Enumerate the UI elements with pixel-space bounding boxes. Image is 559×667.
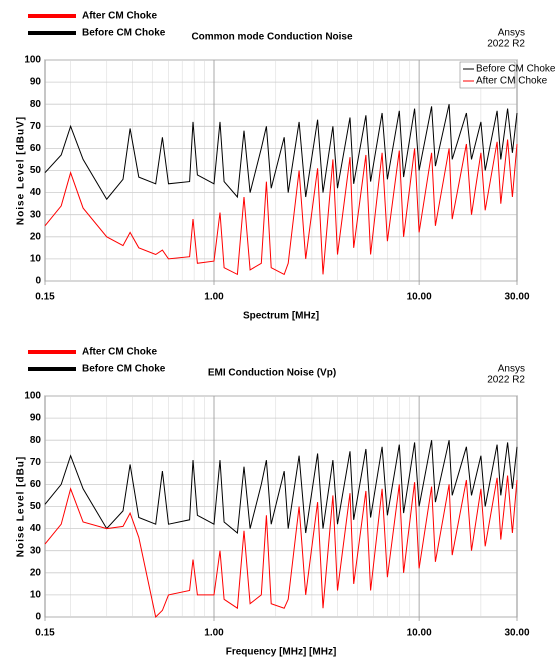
x-tick-label: 1.00 [204, 292, 224, 303]
y-tick-label: 0 [35, 612, 41, 623]
y-axis-label: Noise Level [dBu] [16, 456, 27, 557]
y-tick-label: 0 [35, 276, 41, 287]
y-tick-label: 40 [30, 523, 42, 534]
x-axis-label: Frequency [MHz] [MHz] [226, 647, 337, 658]
y-tick-label: 100 [24, 391, 41, 402]
y-tick-label: 40 [30, 187, 42, 198]
data-line [44, 139, 518, 276]
y-tick-label: 20 [30, 231, 42, 242]
version: 2022 R2 [487, 375, 525, 386]
legend-label: After CM Choke [82, 11, 157, 22]
x-tick-label: 30.00 [504, 628, 529, 639]
y-tick-label: 60 [30, 143, 42, 154]
y-tick-label: 50 [30, 165, 42, 176]
version: 2022 R2 [487, 39, 525, 50]
inner-legend-label: Before CM Choke [476, 64, 556, 75]
y-tick-label: 60 [30, 479, 42, 490]
x-tick-label: 1.00 [204, 628, 224, 639]
brand: Ansys [498, 28, 525, 39]
data-line [44, 440, 518, 534]
y-tick-label: 90 [30, 413, 42, 424]
x-tick-label: 10.00 [407, 292, 432, 303]
x-axis-label: Spectrum [MHz] [243, 311, 319, 322]
legend-label: After CM Choke [82, 347, 157, 358]
inner-legend-label: After CM Choke [476, 76, 548, 87]
y-tick-label: 10 [30, 254, 42, 265]
y-tick-label: 100 [24, 55, 41, 66]
y-tick-label: 80 [30, 99, 42, 110]
y-axis-label: Noise Level [dBuV] [16, 116, 27, 225]
inner-legend-box [459, 61, 516, 89]
y-tick-label: 20 [30, 567, 42, 578]
x-tick-label: 30.00 [504, 292, 529, 303]
y-tick-label: 80 [30, 435, 42, 446]
legend-label: Before CM Choke [82, 28, 166, 39]
brand: Ansys [498, 364, 525, 375]
y-tick-label: 90 [30, 77, 42, 88]
y-tick-label: 70 [30, 457, 42, 468]
y-tick-label: 30 [30, 209, 42, 220]
data-line [44, 475, 518, 618]
chart-title: EMI Conduction Noise (Vp) [208, 368, 336, 379]
x-tick-label: 0.15 [35, 292, 55, 303]
y-tick-label: 30 [30, 545, 42, 556]
y-tick-label: 50 [30, 501, 42, 512]
x-tick-label: 10.00 [407, 628, 432, 639]
y-tick-label: 70 [30, 121, 42, 132]
x-tick-label: 0.15 [35, 628, 55, 639]
data-line [44, 104, 518, 201]
legend-label: Before CM Choke [82, 364, 166, 375]
chart-title: Common mode Conduction Noise [191, 32, 353, 43]
y-tick-label: 10 [30, 590, 42, 601]
